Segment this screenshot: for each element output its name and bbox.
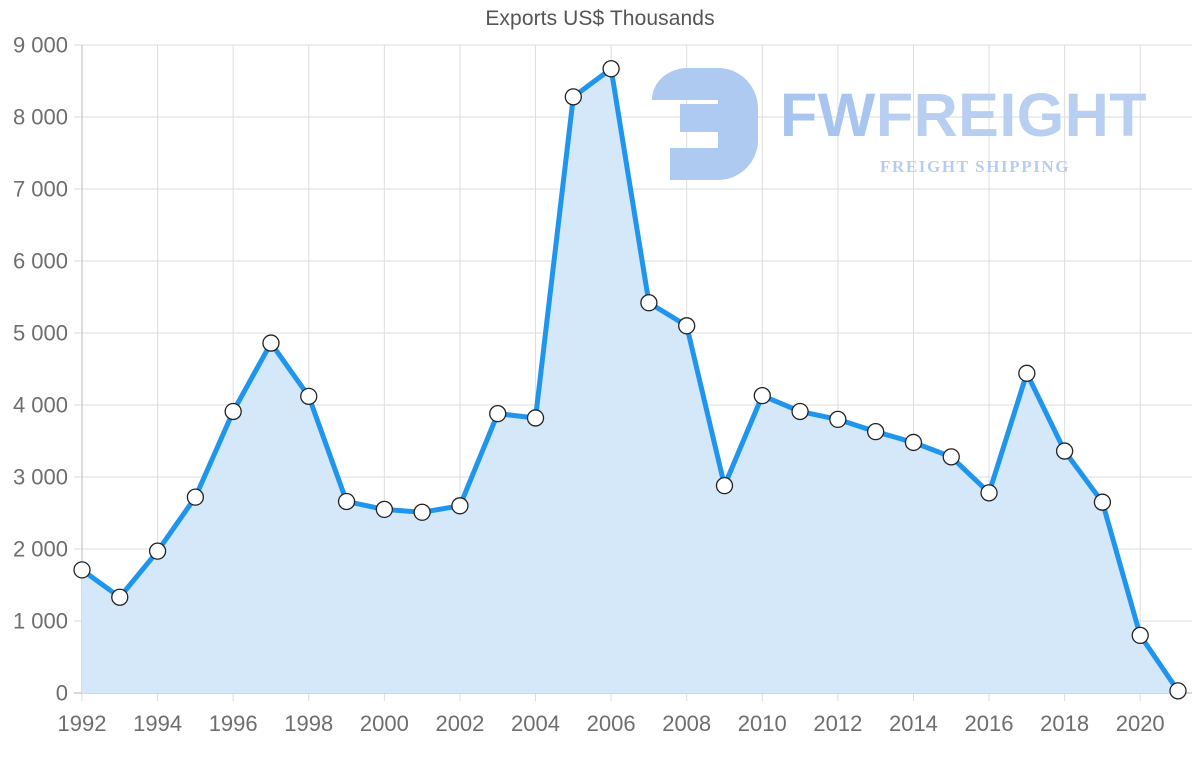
data-point-marker[interactable]: [715, 476, 734, 495]
data-point-marker[interactable]: [337, 492, 356, 511]
data-point-marker[interactable]: [791, 402, 809, 421]
series-data-points: [73, 60, 1187, 700]
data-point-marker[interactable]: [413, 503, 431, 521]
data-point-marker[interactable]: [300, 387, 318, 406]
x-axis-tick-label: 2004: [511, 711, 560, 736]
data-point-marker[interactable]: [678, 317, 696, 335]
data-point-marker[interactable]: [602, 60, 620, 78]
x-axis-tick-label: 2010: [738, 711, 787, 736]
x-axis-tick-label: 1994: [133, 711, 182, 736]
data-point-marker[interactable]: [1055, 442, 1074, 460]
chart-title: Exports US$ Thousands: [485, 7, 715, 30]
y-axis-tick-label: 0: [56, 681, 68, 706]
data-point-marker[interactable]: [73, 561, 91, 579]
x-axis-tick-labels: 1992 1994 1996 1998 2000 2002 2004 2006 2008 2010…: [58, 711, 1165, 736]
y-axis-tick-label: 6 000: [13, 249, 68, 274]
data-point-marker[interactable]: [526, 409, 545, 427]
data-point-marker[interactable]: [753, 386, 771, 405]
x-axis-tick-label: 2006: [587, 711, 636, 736]
x-axis-tick-label: 2020: [1116, 711, 1165, 736]
data-point-marker[interactable]: [1093, 493, 1112, 511]
data-point-marker[interactable]: [904, 433, 923, 452]
x-axis-tick-label: 1992: [58, 711, 107, 736]
y-axis-tick-label: 7 000: [13, 177, 68, 202]
series-line: [79, 66, 1181, 694]
data-point-marker[interactable]: [375, 500, 393, 519]
y-axis-tick-labels: 0 1 000 2 000 3 000 4 000 5 000 6 000 7 000 8 00…: [13, 33, 68, 706]
x-axis-tick-label: 1998: [284, 711, 333, 736]
data-point-marker[interactable]: [867, 422, 885, 441]
y-axis-tick-label: 8 000: [13, 105, 68, 130]
data-point-marker[interactable]: [111, 588, 129, 606]
data-point-marker[interactable]: [451, 497, 469, 515]
data-point-marker[interactable]: [980, 484, 998, 502]
y-axis-tick-label: 5 000: [13, 321, 68, 346]
y-axis-tick-label: 2 000: [13, 537, 68, 562]
data-point-marker[interactable]: [829, 410, 847, 429]
data-point-marker[interactable]: [224, 402, 242, 421]
x-axis-tick-label: 2000: [360, 711, 409, 736]
x-axis-tick-label: 2016: [965, 711, 1014, 736]
x-axis-tick-label: 2018: [1040, 711, 1089, 736]
data-point-marker[interactable]: [564, 88, 582, 106]
y-axis-tick-label: 3 000: [13, 465, 68, 490]
data-point-marker[interactable]: [262, 334, 280, 352]
y-axis-tick-label: 9 000: [13, 33, 68, 58]
y-axis-tick-label: 1 000: [13, 609, 68, 634]
x-axis-tick-label: 1996: [209, 711, 258, 736]
series-area-fill: [82, 68, 1178, 693]
data-point-marker[interactable]: [489, 404, 507, 423]
x-axis-tick-label: 2014: [889, 711, 938, 736]
y-axis-tick-label: 4 000: [13, 393, 68, 418]
data-point-marker[interactable]: [1169, 682, 1187, 700]
x-axis-tick-label: 2012: [813, 711, 862, 736]
data-point-marker[interactable]: [1131, 626, 1149, 645]
data-point-marker[interactable]: [640, 294, 658, 312]
x-axis-tick-label: 2008: [662, 711, 711, 736]
data-point-marker[interactable]: [1018, 364, 1036, 382]
data-point-marker[interactable]: [148, 542, 167, 560]
data-point-marker[interactable]: [186, 488, 205, 506]
data-point-marker[interactable]: [942, 448, 960, 466]
x-axis-tick-label: 2002: [435, 711, 484, 736]
